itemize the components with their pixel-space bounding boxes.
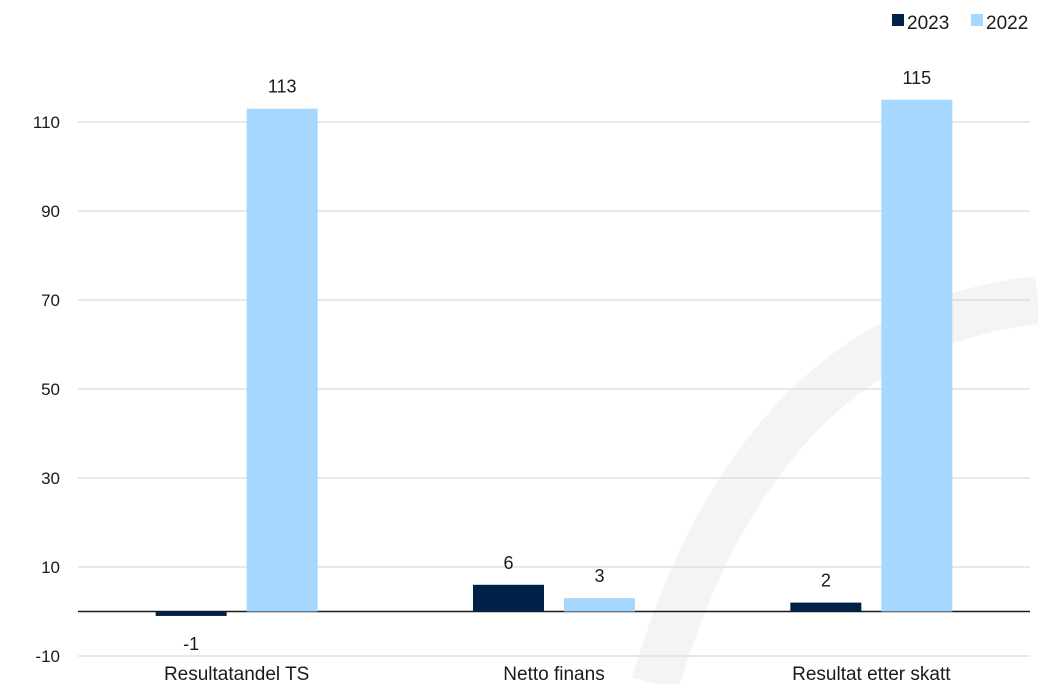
- legend-label: 2022: [986, 13, 1028, 34]
- y-tick-label: 50: [41, 380, 60, 399]
- bar-2023: [155, 611, 227, 616]
- data-label: 113: [268, 77, 297, 97]
- legend-label: 2023: [907, 13, 949, 34]
- category-label: Resultat etter skatt: [792, 664, 951, 684]
- bar-2022: [881, 99, 953, 612]
- legend: 2023 2022: [892, 13, 1028, 34]
- x-axis-categories: Resultatandel TS Netto finans Resultat ett…: [164, 664, 951, 684]
- data-label: 2: [821, 571, 831, 591]
- y-tick-label: 70: [41, 291, 60, 310]
- bar-2023: [473, 584, 544, 612]
- legend-swatch-2023: [892, 14, 904, 26]
- y-tick-label: 110: [33, 113, 60, 132]
- y-tick-label: 10: [41, 558, 60, 577]
- y-axis-ticks: -10 10 30 50 70 90 110: [33, 113, 60, 666]
- bar-2022: [564, 598, 635, 612]
- gridlines: [78, 121, 1030, 657]
- bar-2023: [790, 602, 862, 612]
- y-tick-label: -10: [35, 647, 60, 666]
- legend-swatch-2022: [971, 14, 983, 26]
- y-tick-label: 90: [41, 202, 60, 221]
- data-label: 3: [594, 566, 604, 586]
- data-label: 115: [902, 68, 931, 88]
- data-label: 6: [503, 553, 513, 573]
- y-tick-label: 30: [41, 469, 60, 488]
- category-label: Resultatandel TS: [164, 664, 309, 684]
- bars: [155, 99, 953, 616]
- data-labels: -1 113 6 3 2 115: [183, 68, 931, 654]
- data-label: -1: [183, 634, 199, 654]
- bar-2022: [246, 108, 318, 612]
- background-arc-watermark: [631, 276, 1038, 684]
- category-label: Netto finans: [503, 664, 604, 684]
